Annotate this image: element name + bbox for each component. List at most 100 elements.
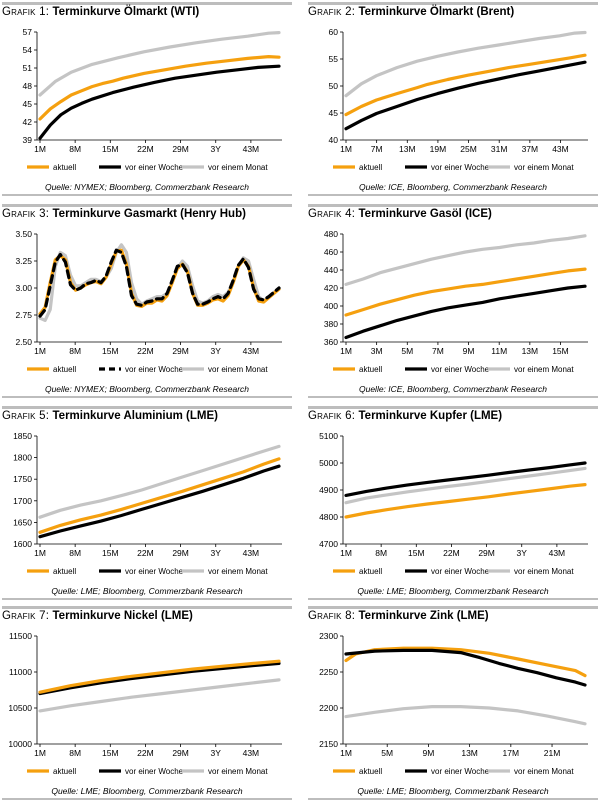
y-tick-label: 420	[324, 283, 338, 293]
x-tick-label: 5M	[381, 748, 393, 758]
x-tick-label: 29M	[172, 748, 189, 758]
y-tick-label: 40	[329, 135, 339, 145]
y-tick-label: 3.00	[15, 283, 32, 293]
x-tick-label: 43M	[243, 346, 260, 356]
series-line-woche	[38, 248, 281, 318]
source-note: Quelle: NYMEX; Bloomberg, Commerzbank Re…	[44, 182, 250, 192]
source-note: Quelle: LME; Bloomberg, Commerzbank Rese…	[357, 586, 549, 596]
bottom-rule	[308, 194, 598, 196]
source-note: Quelle: LME; Bloomberg, Commerzbank Rese…	[51, 586, 243, 596]
chart-title-text: Terminkurve Kupfer (LME)	[358, 410, 503, 422]
legend-label: vor einem Monat	[208, 163, 268, 172]
source-note: Quelle: ICE, Bloomberg, Commerzbank Rese…	[358, 182, 548, 192]
chart-title-text: Terminkurve Gasmarkt (Henry Hub)	[52, 208, 246, 220]
x-tick-label: 15M	[102, 748, 119, 758]
y-tick-label: 4800	[319, 512, 338, 522]
series-line-monat	[38, 31, 281, 97]
top-rule	[308, 606, 598, 609]
x-tick-label: 8M	[69, 144, 81, 154]
legend-label: vor einem Monat	[208, 365, 268, 374]
y-tick-label: 10000	[8, 739, 32, 749]
y-tick-label: 1600	[13, 539, 32, 549]
chart-panel-5: Grafik 5: Terminkurve Aluminium (LME) 160…	[2, 406, 292, 608]
x-tick-label: 1M	[34, 548, 46, 558]
y-tick-label: 45	[23, 99, 33, 109]
chart-title-text: Terminkurve Nickel (LME)	[52, 610, 193, 622]
y-tick-label: 2150	[319, 739, 338, 749]
legend-label: vor einem Monat	[514, 163, 574, 172]
y-tick-label: 460	[324, 247, 338, 257]
series-line-woche	[344, 461, 587, 497]
chart-svg: 39 42 45 48 51 54 57 1M 8M 15M 22M 29M 3Y 43M aktuell v…	[23, 27, 282, 172]
x-tick-label: 17M	[503, 748, 520, 758]
y-tick-label: 51	[23, 63, 33, 73]
y-tick-label: 5100	[319, 431, 338, 441]
series-line-monat	[38, 678, 281, 713]
x-tick-label: 3M	[371, 346, 383, 356]
top-rule	[308, 406, 598, 409]
top-rule	[308, 204, 598, 207]
x-tick-label: 1M	[340, 346, 352, 356]
top-rule	[2, 606, 292, 609]
y-tick-label: 48	[23, 81, 33, 91]
series-line-monat	[38, 444, 281, 519]
y-tick-label: 10500	[8, 703, 32, 713]
series-line-woche	[344, 284, 587, 340]
series-line-aktuell	[38, 659, 281, 694]
x-tick-label: 13M	[522, 346, 539, 356]
series-line-monat	[38, 243, 281, 322]
x-tick-label: 31M	[491, 144, 508, 154]
y-tick-label: 1850	[13, 431, 32, 441]
legend-label: vor einer Woche	[125, 767, 184, 776]
series-line-woche	[38, 464, 281, 539]
chart-panel-8: Grafik 8: Terminkurve Zink (LME) 2150 2200…	[308, 606, 598, 808]
legend-label: vor einer Woche	[431, 365, 490, 374]
legend-label: vor einem Monat	[208, 767, 268, 776]
x-tick-label: 8M	[69, 548, 81, 558]
x-tick-label: 15M	[102, 346, 119, 356]
x-tick-label: 7M	[432, 346, 444, 356]
bottom-rule	[308, 598, 598, 600]
chart-title: Grafik 6: Terminkurve Kupfer (LME)	[308, 410, 502, 422]
y-tick-label: 11500	[9, 631, 32, 641]
source-note: Quelle: ICE, Bloomberg, Commerzbank Rese…	[358, 384, 548, 394]
series-line-woche	[38, 64, 281, 140]
y-tick-label: 4700	[319, 539, 338, 549]
series-line-aktuell	[344, 483, 587, 519]
legend-label: aktuell	[53, 767, 76, 776]
series-line-monat	[344, 30, 587, 98]
chart-title-text: Terminkurve Zink (LME)	[358, 610, 489, 622]
x-tick-label: 1M	[34, 346, 46, 356]
x-tick-label: 8M	[69, 748, 81, 758]
bottom-rule	[2, 396, 292, 398]
x-tick-label: 1M	[340, 548, 352, 558]
x-tick-label: 43M	[243, 548, 260, 558]
legend-label: vor einer Woche	[431, 163, 490, 172]
series-line-aktuell	[344, 267, 587, 317]
series-line-aktuell	[38, 457, 281, 534]
x-tick-label: 43M	[552, 144, 569, 154]
series-line-aktuell	[344, 53, 587, 117]
chart-title-text: Terminkurve Gasöl (ICE)	[358, 208, 492, 220]
bottom-rule	[2, 598, 292, 600]
y-tick-label: 55	[329, 54, 339, 64]
chart-title: Grafik 8: Terminkurve Zink (LME)	[308, 610, 489, 622]
chart-svg: 360 380 400 420 440 460 480 1M 3M 5M 7M 9M 11M 13M 15M…	[324, 229, 588, 374]
legend-label: vor einem Monat	[514, 567, 574, 576]
chart-panel-7: Grafik 7: Terminkurve Nickel (LME) 10000 1…	[2, 606, 292, 808]
bottom-rule	[2, 798, 292, 800]
x-tick-label: 3Y	[211, 748, 222, 758]
chart-number: Grafik 3:	[2, 208, 53, 220]
legend-label: aktuell	[359, 567, 382, 576]
legend-label: vor einem Monat	[514, 767, 574, 776]
x-tick-label: 11M	[491, 346, 507, 356]
y-tick-label: 45	[329, 108, 339, 118]
bottom-rule	[308, 798, 598, 800]
series-line-woche	[344, 648, 587, 687]
x-tick-label: 3Y	[211, 548, 222, 558]
x-tick-label: 15M	[408, 548, 425, 558]
x-tick-label: 9M	[423, 748, 435, 758]
y-tick-label: 1750	[13, 474, 32, 484]
legend-label: aktuell	[359, 365, 382, 374]
x-tick-label: 22M	[137, 144, 154, 154]
